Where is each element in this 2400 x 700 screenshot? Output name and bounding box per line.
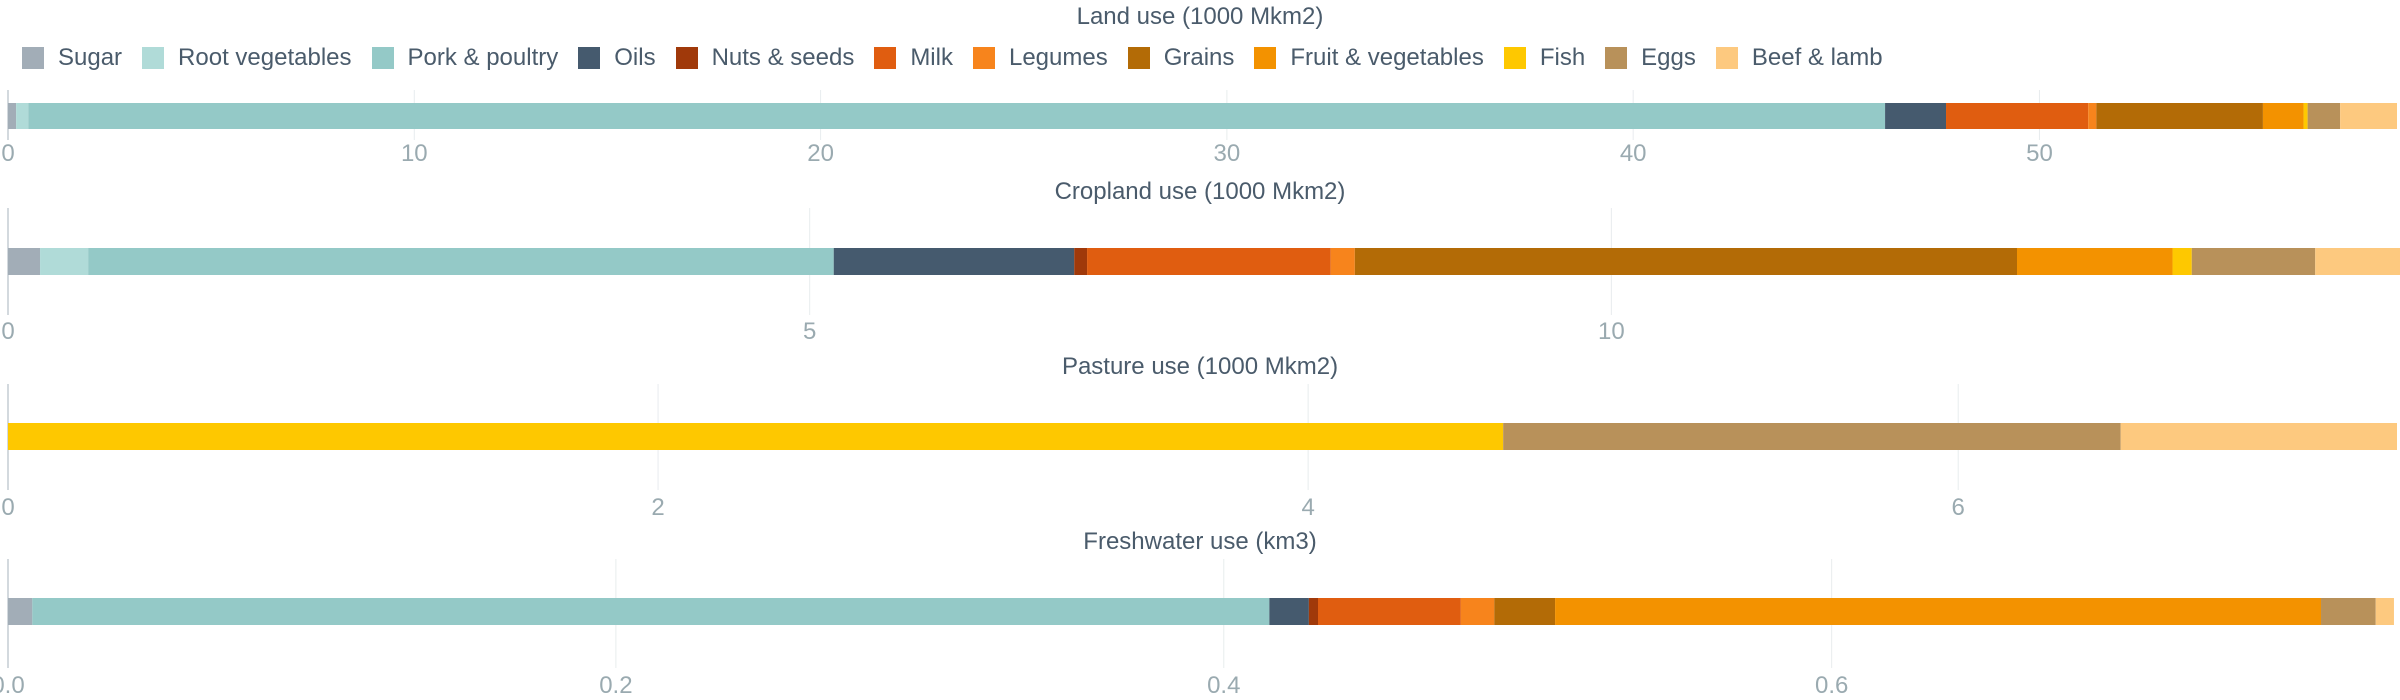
tick-label: 6 (1952, 494, 1965, 521)
legend-item-eggs[interactable]: Eggs (1605, 44, 1696, 72)
chart-title: Pasture use (1000 Mkm2) (1062, 353, 1338, 380)
tick-label: 0 (1, 318, 14, 345)
bar-segment-grains[interactable] (2096, 103, 2263, 129)
tick-label: 5 (803, 318, 816, 345)
bar-segment-legumes[interactable] (1460, 598, 1495, 625)
bar-segment-sugar[interactable] (8, 598, 33, 625)
bar-segment-fish[interactable] (2303, 103, 2308, 129)
legend-item-oils[interactable]: Oils (578, 44, 656, 72)
bar-segment-nuts-and-seeds[interactable] (1308, 598, 1318, 625)
tick-label: 0.0 (0, 672, 25, 699)
bar-segment-beef-and-lamb[interactable] (2120, 423, 2397, 450)
legend-label-grains: Grains (1163, 44, 1235, 71)
bar-segment-legumes[interactable] (2088, 103, 2097, 129)
legend-swatch-fruit-and-vegetables (1254, 47, 1277, 69)
legend-label-milk: Milk (910, 44, 953, 71)
bar-segment-milk[interactable] (1087, 248, 1331, 275)
legend-swatch-sugar (22, 47, 44, 69)
tick-label: 0.6 (1815, 672, 1848, 699)
legend-swatch-eggs (1605, 47, 1628, 69)
tick-label: 30 (1214, 140, 1241, 167)
tick-label: 4 (1301, 494, 1314, 521)
legend: Sugar Root vegetables Pork & poultry Oils Nu… (0, 40, 2400, 76)
tick-label: 40 (1620, 140, 1647, 167)
tick-label: 0.4 (1207, 672, 1240, 699)
legend-swatch-root-vegetables (142, 47, 165, 69)
bar-segment-pork-and-poultry[interactable] (32, 598, 1270, 625)
chart-title: Land use (1000 Mkm2) (1077, 3, 1324, 30)
bar-segment-grains[interactable] (1354, 248, 2018, 275)
bar-segment-eggs[interactable] (1503, 423, 2121, 450)
chart-pasture-use-1000-mkm2: Pasture use (1000 Mkm2) 0 2 4 6 (1, 353, 2397, 521)
bar-segment-beef-and-lamb[interactable] (2375, 598, 2394, 625)
legend-swatch-fish (1503, 47, 1526, 69)
legend-label-sugar: Sugar (58, 44, 123, 71)
tick-label: 50 (2026, 140, 2053, 167)
legend-label-oils: Oils (614, 44, 656, 71)
legend-item-sugar[interactable]: Sugar (22, 44, 122, 72)
tick-label: 10 (1598, 318, 1625, 345)
bar-segment-eggs[interactable] (2191, 248, 2316, 275)
chart-freshwater-use-km3: Freshwater use (km3) 0.0 0.2 0.4 0.6 (0, 528, 2394, 699)
legend-swatch-milk (874, 47, 897, 69)
legend-item-milk[interactable]: Milk (874, 44, 953, 72)
legend-item-grains[interactable]: Grains (1127, 44, 1235, 72)
bar-segment-oils[interactable] (1269, 598, 1309, 625)
legend-item-fruit-and-vegetables[interactable]: Fruit & vegetables (1254, 44, 1484, 72)
legend-label-fish: Fish (1539, 44, 1586, 71)
legend-swatch-beef-and-lamb (1715, 47, 1738, 69)
bar-segment-sugar[interactable] (8, 248, 41, 275)
chart-title: Freshwater use (km3) (1083, 528, 1316, 555)
bar-segment-root-vegetables[interactable] (40, 248, 89, 275)
legend-label-root-vegetables: Root vegetables (178, 44, 352, 71)
chart-title: Cropland use (1000 Mkm2) (1055, 178, 1346, 205)
tick-label: 0 (1, 140, 14, 167)
legend-label-legumes: Legumes (1008, 44, 1108, 71)
bar-segment-nuts-and-seeds[interactable] (1074, 248, 1088, 275)
bar-segment-sugar[interactable] (8, 103, 17, 129)
tick-label: 2 (651, 494, 664, 521)
bar-segment-root-vegetables[interactable] (16, 103, 29, 129)
legend-item-nuts-and-seeds[interactable]: Nuts & seeds (675, 44, 855, 72)
bar-segment-legumes[interactable] (1330, 248, 1355, 275)
legend-swatch-pork-and-poultry (371, 47, 394, 69)
legend-swatch-oils (578, 47, 601, 69)
legend-swatch-legumes (972, 47, 995, 69)
bar-segment-fruit-and-vegetables[interactable] (1555, 598, 2322, 625)
bar-segment-grains[interactable] (1494, 598, 1556, 625)
legend-item-pork-and-poultry[interactable]: Pork & poultry (371, 44, 559, 72)
bar-segment-beef-and-lamb[interactable] (2315, 248, 2400, 275)
bar-segment-pork-and-poultry[interactable] (28, 103, 1886, 129)
legend-label-fruit-and-vegetables: Fruit & vegetables (1290, 44, 1484, 71)
legend-label-nuts-and-seeds: Nuts & seeds (711, 44, 855, 71)
bar-segment-milk[interactable] (1317, 598, 1461, 625)
bar-segment-fruit-and-vegetables[interactable] (2262, 103, 2304, 129)
legend-swatch-grains (1127, 47, 1150, 69)
tick-label: 10 (401, 140, 428, 167)
legend-item-beef-and-lamb[interactable]: Beef & lamb (1715, 44, 1883, 72)
legend-label-pork-and-poultry: Pork & poultry (407, 44, 559, 71)
legend-swatch-nuts-and-seeds (675, 47, 698, 69)
bar-segment-eggs[interactable] (2321, 598, 2376, 625)
bar-segment-beef-and-lamb[interactable] (2340, 103, 2397, 129)
bar-segment-pork-and-poultry[interactable] (88, 248, 834, 275)
chart-cropland-use-1000-mkm2: Cropland use (1000 Mkm2) 0 5 10 (1, 178, 2400, 345)
legend-item-legumes[interactable]: Legumes (972, 44, 1108, 72)
tick-label: 0 (1, 494, 14, 521)
tick-label: 20 (807, 140, 834, 167)
bar-segment-milk[interactable] (1946, 103, 2089, 129)
bar-segment-fruit-and-vegetables[interactable] (2017, 248, 2173, 275)
bar-segment-fish[interactable] (8, 423, 1504, 450)
legend-item-root-vegetables[interactable]: Root vegetables (142, 44, 352, 72)
legend-label-eggs: Eggs (1641, 44, 1696, 71)
bar-segment-oils[interactable] (1885, 103, 1947, 129)
legend-label-beef-and-lamb: Beef & lamb (1751, 44, 1883, 71)
legend-item-fish[interactable]: Fish (1503, 44, 1586, 72)
bar-segment-oils[interactable] (833, 248, 1075, 275)
tick-label: 0.2 (599, 672, 632, 699)
bar-segment-eggs[interactable] (2307, 103, 2341, 129)
chart-land-use-1000-mkm2: Land use (1000 Mkm2) 0 10 20 30 40 50 (1, 3, 2397, 167)
bar-segment-fish[interactable] (2172, 248, 2192, 275)
